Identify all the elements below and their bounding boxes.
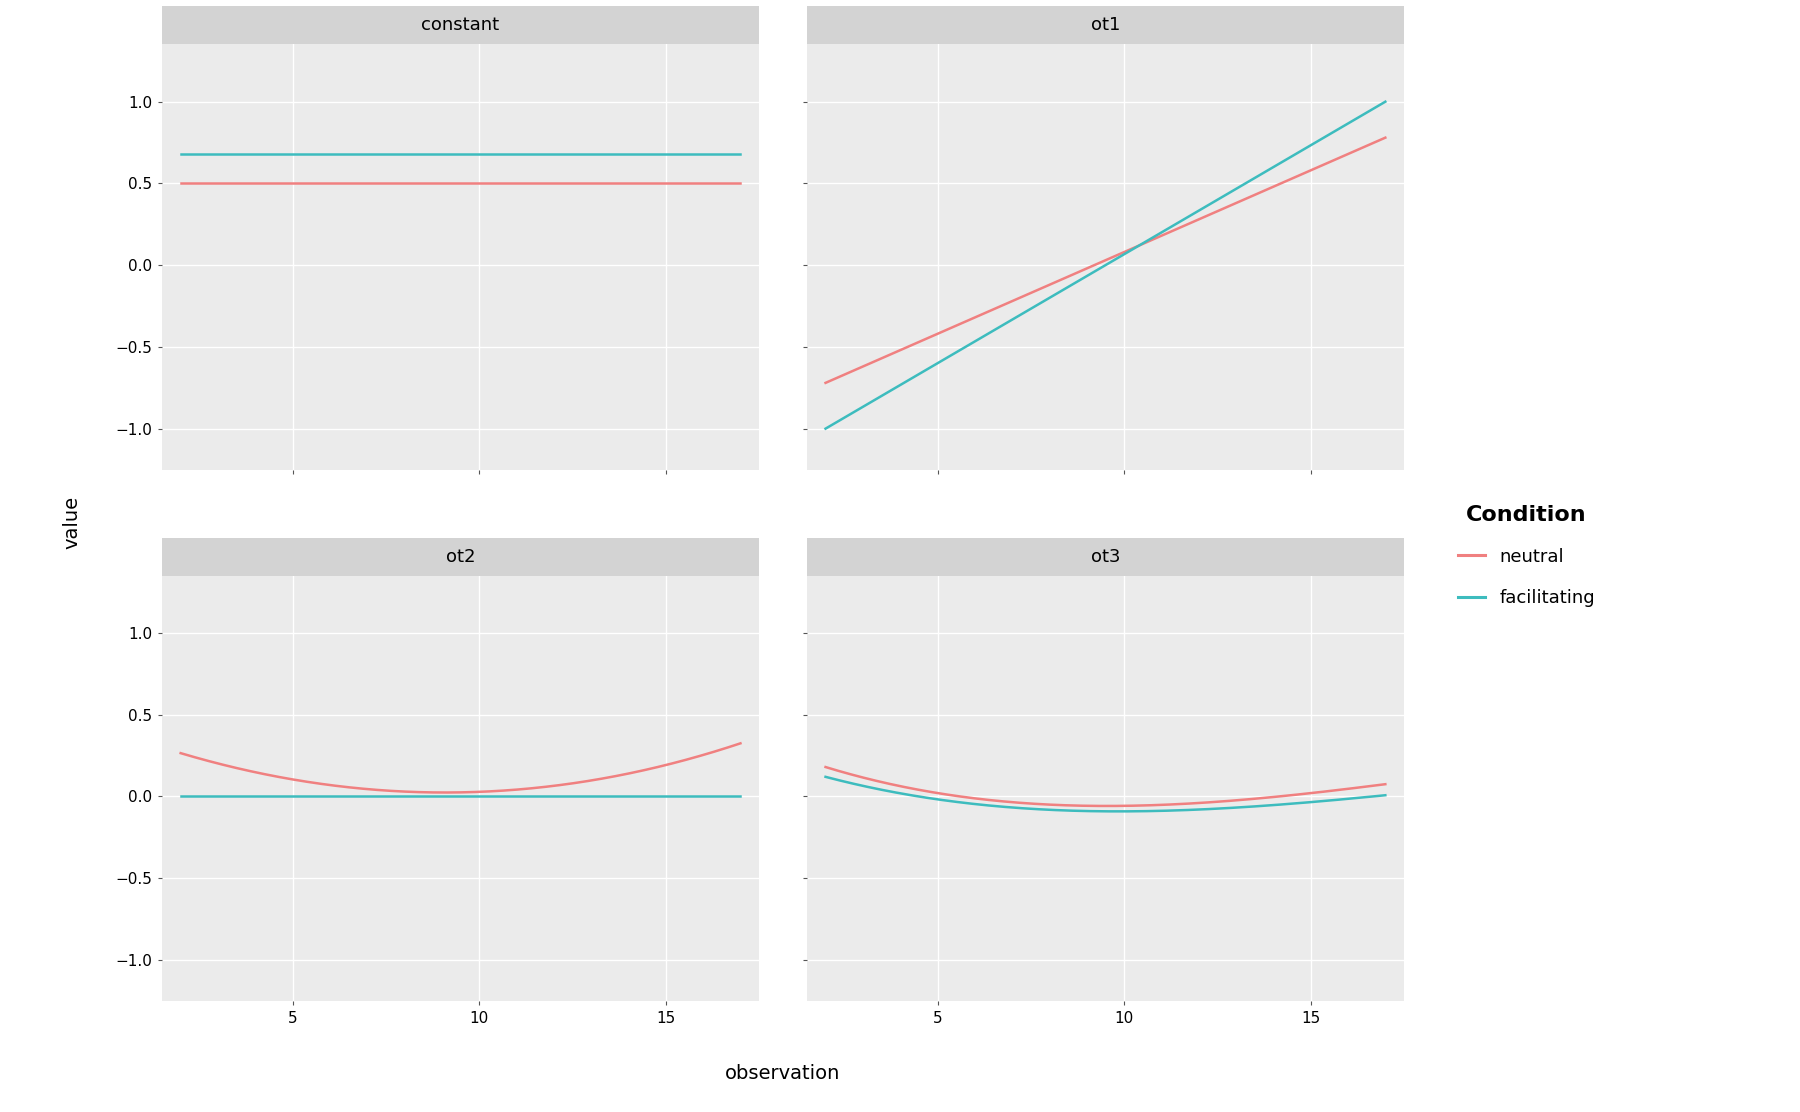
- Text: observation: observation: [725, 1063, 841, 1083]
- Text: value: value: [63, 496, 81, 549]
- Legend: neutral, facilitating: neutral, facilitating: [1440, 486, 1613, 626]
